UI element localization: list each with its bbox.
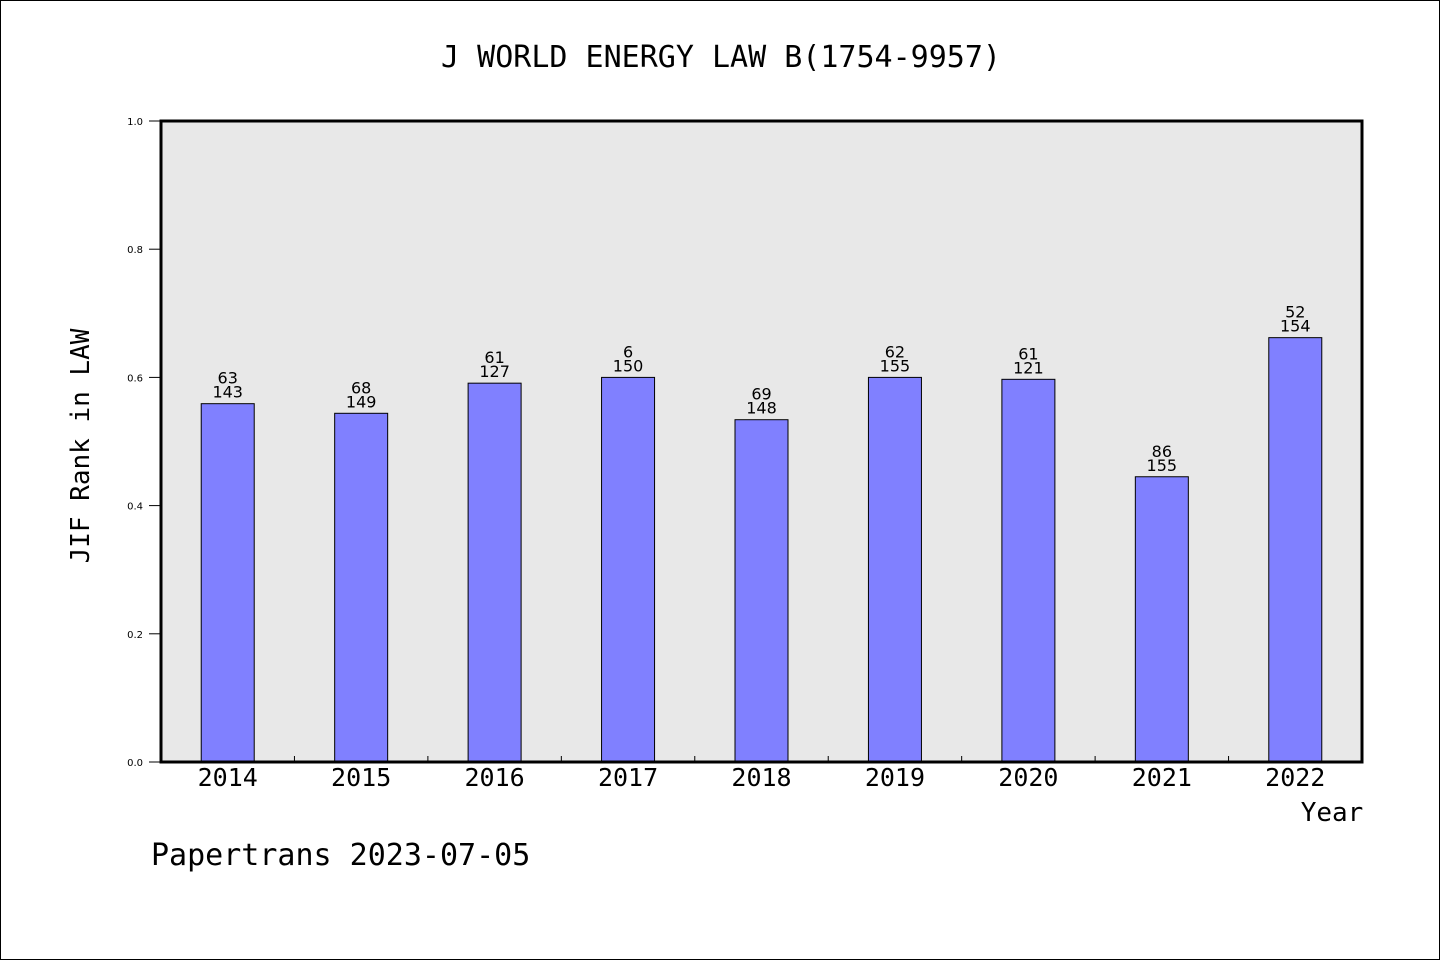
x-axis: 2014 2015 2016 2017 2018 2019 2020 2021 2022 (198, 756, 1325, 792)
bar (334, 412, 389, 763)
bar-total-label: 121 (1013, 358, 1044, 377)
y-tick-label: 0.2 (127, 630, 143, 641)
bar-total-label: 149 (346, 392, 377, 411)
bar (1001, 378, 1056, 763)
y-tick-label: 0.0 (127, 758, 143, 769)
bar (1268, 337, 1323, 763)
bar (467, 382, 522, 763)
bar-total-label: 154 (1280, 317, 1311, 336)
x-axis-label: Year (1301, 798, 1364, 828)
bar (867, 376, 922, 763)
y-tick-label: 0.6 (127, 373, 143, 384)
bar-rank-label: 61 (484, 348, 504, 367)
bar-rank-label: 6 (623, 342, 633, 361)
bar-rank-label: 61 (1018, 344, 1038, 363)
bar (200, 403, 255, 763)
bar-total-label: 143 (212, 383, 243, 402)
bar-rank-label: 62 (885, 342, 905, 361)
bar-total-label: 155 (1147, 456, 1178, 475)
bar-rank-label: 69 (751, 385, 771, 404)
x-tick-label: 2016 (465, 763, 525, 792)
bar (601, 376, 656, 763)
y-tick-label: 1.0 (127, 117, 143, 128)
y-tick-label: 0.4 (127, 502, 143, 513)
y-tick-label: 0.8 (127, 245, 143, 256)
bar-rank-label: 63 (218, 369, 238, 388)
x-tick-label: 2015 (331, 763, 391, 792)
x-tick-label: 2019 (865, 763, 925, 792)
x-tick-label: 2014 (198, 763, 258, 792)
x-tick-label: 2018 (731, 763, 791, 792)
bar-total-label: 127 (479, 362, 510, 381)
chart-title: J WORLD ENERGY LAW B(1754-9957) (441, 40, 1001, 75)
bar-rank-label: 68 (351, 378, 371, 397)
bar-total-label: 155 (880, 356, 911, 375)
plot-frame (159, 119, 1364, 764)
bar (734, 419, 789, 763)
x-tick-label: 2020 (998, 763, 1058, 792)
bar (1134, 476, 1189, 763)
bar-rank-label: 52 (1285, 303, 1305, 322)
x-tick-label: 2022 (1265, 763, 1325, 792)
bar-rank-label: 86 (1152, 442, 1172, 461)
y-axis: 0.0 0.2 0.4 0.6 0.8 1.0 (127, 117, 161, 769)
bar-total-label: 148 (746, 399, 777, 418)
x-tick-label: 2021 (1132, 763, 1192, 792)
y-axis-label: JIF Rank in LAW (66, 328, 96, 563)
x-tick-label: 2017 (598, 763, 658, 792)
bar-total-label: 150 (613, 356, 644, 375)
footer-credit: Papertrans 2023-07-05 (151, 838, 530, 873)
